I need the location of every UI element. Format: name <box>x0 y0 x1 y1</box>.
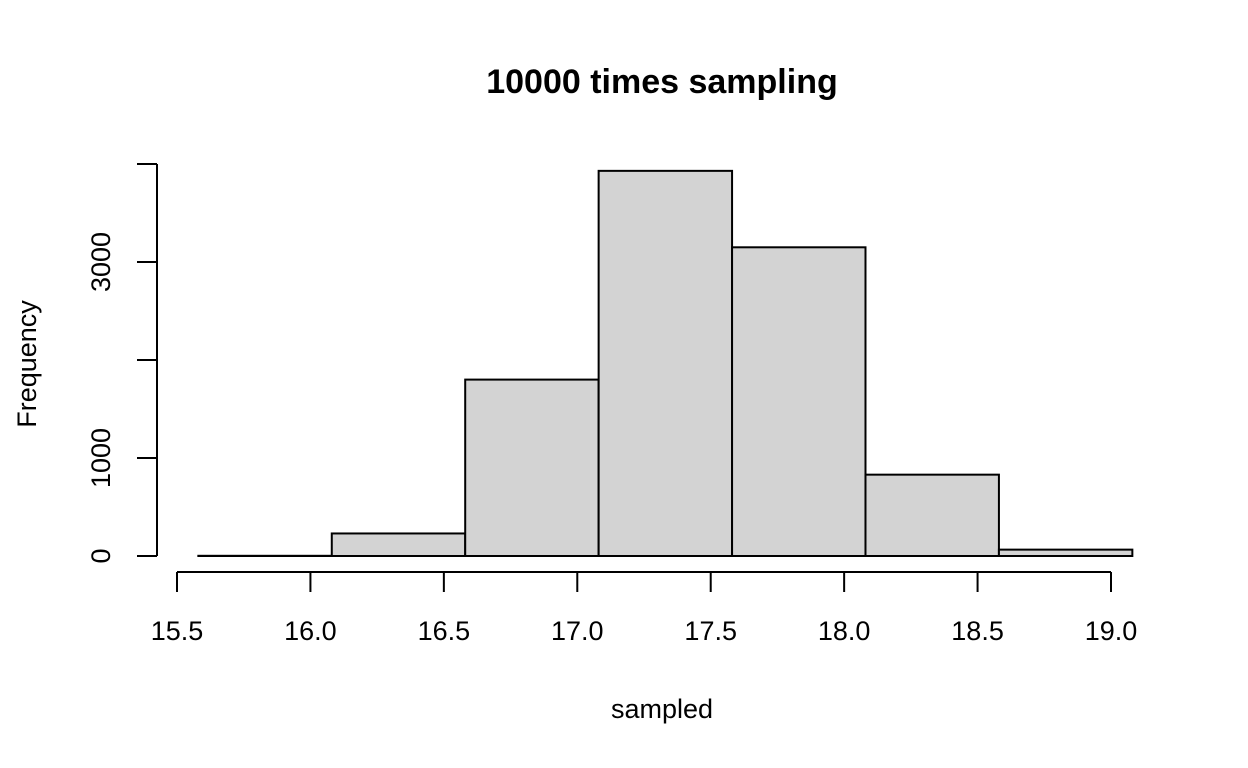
x-tick-label-2: 16.5 <box>418 616 471 646</box>
x-tick-label-6: 18.5 <box>951 616 1004 646</box>
histogram-bar-1 <box>330 532 467 558</box>
histogram-bar-3 <box>597 169 734 558</box>
histogram-bar-6 <box>997 548 1134 558</box>
histogram-bar-4 <box>731 246 867 558</box>
x-tick-label-1: 16.0 <box>284 616 337 646</box>
y-axis: 0 1000 3000 <box>86 163 158 564</box>
y-tick-label-1: 1000 <box>86 428 116 488</box>
y-tick-label-0: 0 <box>86 548 116 563</box>
x-tick-label-5: 18.0 <box>818 616 871 646</box>
x-axis: 15.5 16.0 16.5 17.0 17.5 18.0 18.5 19.0 <box>151 571 1138 646</box>
y-tick-label-3: 3000 <box>86 232 116 292</box>
histogram-bar-2 <box>464 378 600 557</box>
x-axis-label: sampled <box>611 694 713 724</box>
x-tick-label-4: 17.5 <box>684 616 737 646</box>
y-axis-label: Frequency <box>12 300 42 428</box>
histogram-bars <box>197 169 1134 558</box>
x-tick-label-0: 15.5 <box>151 616 204 646</box>
x-tick-label-7: 19.0 <box>1085 616 1138 646</box>
histogram-bar-5 <box>864 473 1000 557</box>
chart-title: 10000 times sampling <box>486 63 838 101</box>
x-tick-label-3: 17.0 <box>551 616 604 646</box>
